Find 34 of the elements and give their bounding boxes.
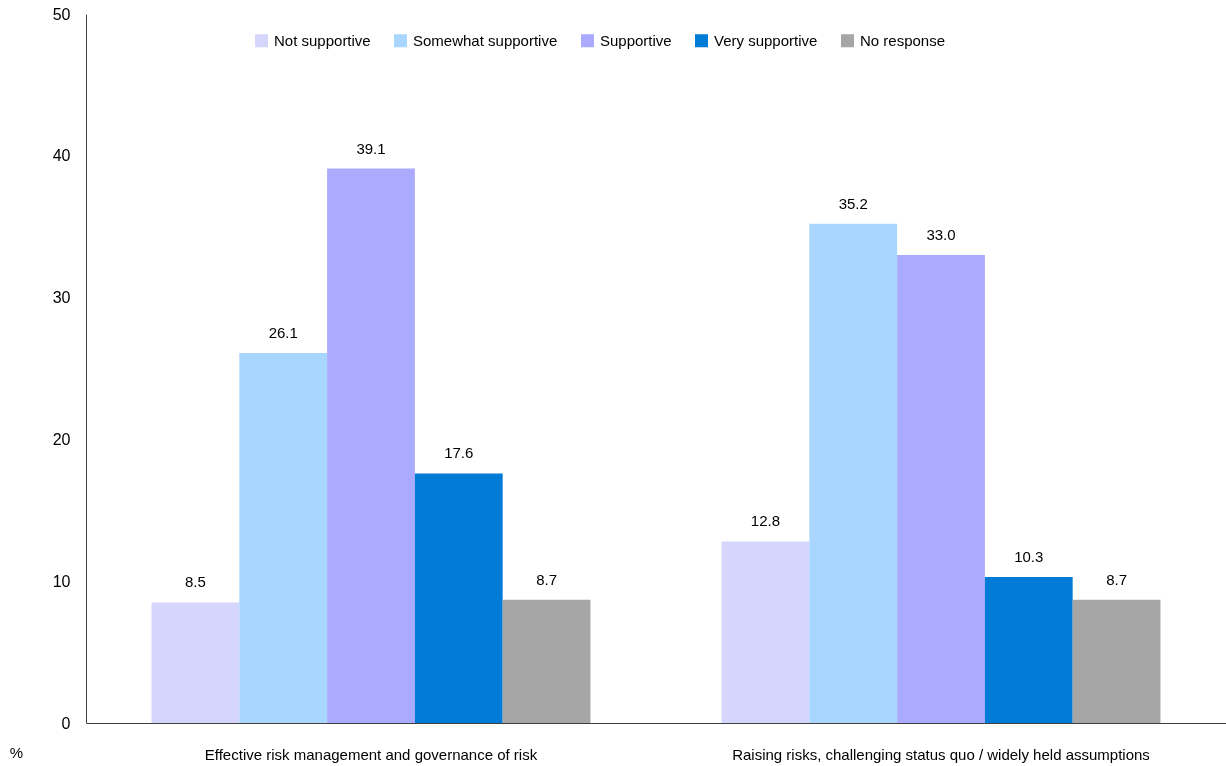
y-tick-label: 0 bbox=[61, 714, 71, 732]
y-axis-title: % bbox=[9, 743, 24, 761]
y-tick-label: 50 bbox=[52, 5, 71, 23]
y-tick-label: 40 bbox=[52, 147, 71, 165]
legend-label: No response bbox=[860, 31, 946, 49]
data-label: 33.0 bbox=[926, 226, 956, 244]
x-tick-label: Effective risk management and governance of risk bbox=[204, 745, 538, 763]
bar bbox=[151, 602, 240, 723]
data-label: 10.3 bbox=[1014, 547, 1044, 565]
bar bbox=[239, 352, 328, 723]
bar bbox=[897, 255, 985, 723]
data-label: 8.7 bbox=[536, 570, 557, 588]
data-label: 35.2 bbox=[838, 194, 868, 212]
y-tick-label: 10 bbox=[52, 572, 71, 590]
y-tick-label: 30 bbox=[52, 289, 71, 307]
data-label: 39.1 bbox=[356, 139, 386, 157]
bar bbox=[984, 576, 1073, 723]
bar bbox=[414, 473, 503, 723]
legend-label: Supportive bbox=[600, 31, 672, 49]
bar bbox=[721, 541, 810, 723]
bar bbox=[502, 599, 591, 723]
bar bbox=[1072, 599, 1161, 723]
y-tick-label: 20 bbox=[52, 430, 71, 448]
data-label: 17.6 bbox=[444, 444, 474, 462]
data-label: 26.1 bbox=[268, 323, 298, 341]
data-label: 8.7 bbox=[1106, 570, 1127, 588]
x-tick-label: Raising risks, challenging status quo / widely held assumptions bbox=[732, 745, 1150, 763]
legend-label: Not supportive bbox=[274, 31, 371, 49]
legend-label: Somewhat supportive bbox=[413, 31, 558, 49]
bar bbox=[809, 223, 898, 723]
data-label: 12.8 bbox=[750, 512, 781, 530]
data-label: 8.5 bbox=[185, 573, 206, 591]
legend-label: Very supportive bbox=[714, 31, 818, 49]
bar bbox=[327, 168, 415, 723]
